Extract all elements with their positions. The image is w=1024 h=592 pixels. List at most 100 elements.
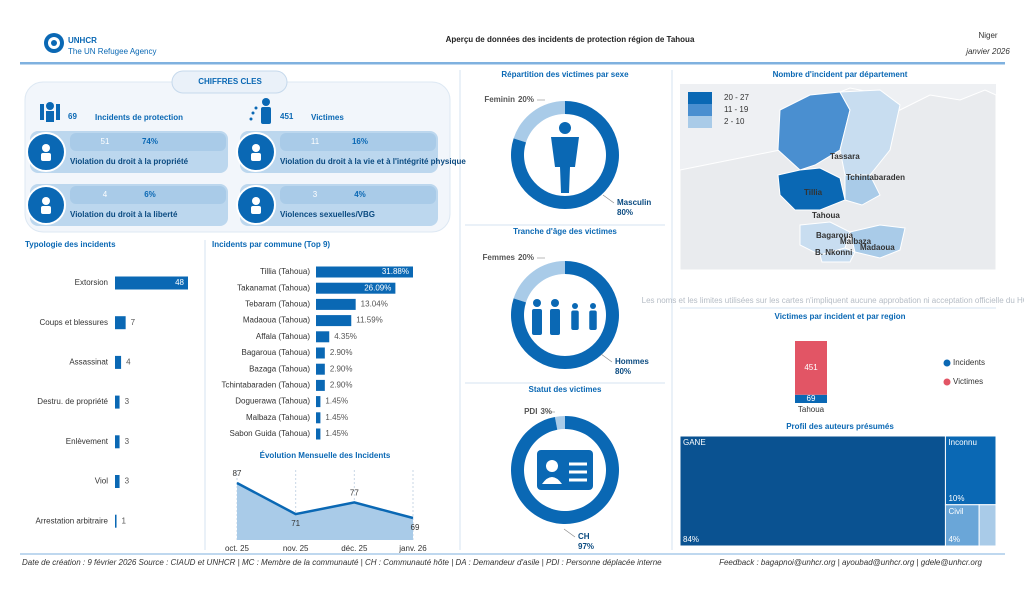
icon — [532, 309, 542, 335]
value-label: 13.04% — [361, 300, 388, 309]
map-place-label: Tillia — [804, 188, 823, 197]
category-label: Viol — [95, 477, 108, 486]
bar — [316, 428, 321, 440]
value-label: 3 — [125, 397, 130, 406]
key-figure-icon-glyph — [251, 206, 261, 214]
incidents-icon — [40, 102, 60, 122]
map-legend-swatch — [688, 92, 712, 104]
charts: Typologie des incidents Extorsion 48 Coups … — [25, 70, 997, 553]
leader — [602, 194, 615, 204]
key-figure-count: 3 — [313, 190, 318, 199]
slice-name: CH — [578, 532, 590, 541]
icon — [590, 303, 596, 309]
icon — [546, 460, 558, 472]
bar — [115, 276, 188, 290]
legend-marker — [943, 359, 951, 367]
donut-slice — [513, 261, 565, 303]
value-label: 4.35% — [334, 332, 357, 341]
cell-value: 4% — [948, 535, 960, 544]
chart-title: Statut des victimes — [529, 385, 602, 394]
x-tick-label: Tahoua — [798, 405, 825, 414]
value-label: 451 — [804, 363, 818, 372]
category-label: Extorsion — [75, 278, 108, 287]
date: janvier 2026 — [965, 47, 1010, 56]
footer-left: Date de création : 9 février 2026 Source… — [22, 558, 662, 567]
key-figure-label: Violences sexuelles/VBG — [280, 210, 375, 219]
map-place-label: Malbaza — [840, 237, 872, 246]
logo-text: UNHCR — [68, 36, 97, 45]
map-legend-swatch — [688, 104, 712, 116]
category-label: Sabon Guida (Tahoua) — [230, 429, 311, 438]
key-figure-strip — [70, 186, 226, 204]
map-place-label: B. Nkonni — [815, 248, 852, 257]
category-label: Madaoua (Tahoua) — [243, 316, 310, 325]
chart-title: Tranche d'âge des victimes — [513, 227, 617, 236]
key-figure-pct: 4% — [354, 190, 366, 199]
map-legend: 20 - 27 11 - 19 2 - 10 — [688, 92, 749, 128]
bar-segment — [795, 341, 827, 395]
key-figure-strip — [70, 133, 226, 151]
bar — [115, 316, 126, 330]
victims-label: Victimes — [311, 113, 344, 122]
key-figure-strip — [280, 186, 436, 204]
slice-name: Masculin — [617, 198, 651, 207]
slice-label: Masculin — [617, 198, 651, 207]
icon — [589, 310, 597, 330]
leader — [600, 353, 613, 363]
value-label: 1.45% — [325, 429, 348, 438]
key-figure-pct: 74% — [142, 137, 158, 146]
slice-name: Femmes — [483, 253, 516, 262]
donut-icon — [562, 312, 568, 318]
value-label: 2.90% — [330, 348, 353, 357]
category-label: Bagaroua (Tahoua) — [242, 348, 311, 357]
icon — [572, 303, 578, 309]
key-figure-icon-glyph — [42, 197, 50, 205]
map-place-label: Tassara — [830, 152, 860, 161]
icon — [551, 137, 579, 193]
bar — [115, 514, 117, 528]
leader — [563, 528, 576, 538]
value-label: 3 — [125, 477, 130, 486]
bar — [316, 298, 356, 310]
bar — [316, 379, 325, 391]
chart-title: Victimes par incident et par region — [775, 312, 906, 321]
category-label: Tchintabaraden (Tahoua) — [221, 381, 310, 390]
x-tick-label: janv. 26 — [398, 544, 427, 553]
category-label: Enlèvement — [66, 437, 109, 446]
cell-value: 10% — [948, 494, 964, 503]
value-label: 31.88% — [382, 267, 409, 276]
category-label: Affala (Tahoua) — [256, 332, 310, 341]
slice-value: 20% — [518, 95, 534, 104]
icon — [569, 462, 587, 466]
bar — [316, 331, 330, 343]
category-label: Arrestation arbitraire — [36, 516, 109, 525]
icon — [559, 122, 571, 134]
footer-right: Feedback : bagapnoi@unhcr.org | ayoubad@… — [719, 558, 982, 567]
key-figure-count: 11 — [311, 137, 320, 146]
slice-name: Hommes — [615, 357, 649, 366]
icon — [569, 478, 587, 482]
icon — [542, 477, 562, 484]
slice-name: PDI — [524, 407, 537, 416]
chart-title: Évolution Mensuelle des Incidents — [260, 451, 391, 460]
key-figure-label: Violation du droit à la vie et à l'intég… — [280, 157, 466, 166]
map-title: Nombre d'incident par département — [773, 70, 908, 79]
page-title: Aperçu de données des incidents de prote… — [446, 35, 695, 44]
slice-label: PDI 3% — [524, 407, 552, 416]
key-figure-icon-glyph — [41, 206, 51, 214]
category-label: Coups et blessures — [40, 318, 108, 327]
category-label: Bazaga (Tahoua) — [249, 364, 310, 373]
map — [679, 84, 997, 271]
value-label: 1.45% — [325, 413, 348, 422]
bar — [115, 435, 120, 449]
bar — [316, 347, 325, 359]
key-figure-icon-glyph — [41, 153, 51, 161]
key-figure-count: 4 — [103, 190, 108, 199]
map-places: Tassara Tchintabaraden Tillia Tahoua Bagarou… — [804, 152, 905, 257]
value-label: 3 — [125, 437, 130, 446]
value-label: 2.90% — [330, 364, 353, 373]
bar — [316, 282, 396, 294]
map-place-label: Tchintabaraden — [846, 173, 905, 182]
